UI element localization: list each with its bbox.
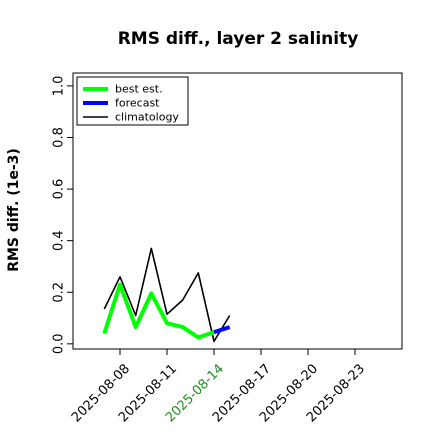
legend-label: climatology — [115, 111, 179, 124]
y-tick-label: 0.6 — [52, 179, 67, 200]
y-tick-label: 0.8 — [52, 127, 67, 148]
y-tick-label: 1.0 — [52, 76, 67, 97]
series-line-forecast — [213, 325, 231, 335]
legend-label: forecast — [115, 97, 160, 110]
y-tick-label: 0.4 — [52, 230, 67, 251]
y-axis: 0.0 0.2 0.4 0.6 0.8 1.0 — [52, 76, 73, 354]
series-layer — [102, 247, 231, 343]
series-line-climatology — [103, 247, 231, 343]
x-axis: 2025-08-082025-08-112025-08-142025-08-17… — [69, 349, 368, 425]
y-tick-label: 0.0 — [52, 333, 67, 354]
series-line-best-est — [102, 282, 215, 340]
legend-label: best est. — [115, 83, 163, 96]
y-axis-label: RMS diff. (1e-3) — [6, 148, 22, 272]
chart-title: RMS diff., layer 2 salinity — [118, 29, 359, 49]
plot-area — [72, 72, 403, 350]
y-tick-label: 0.2 — [52, 282, 67, 303]
